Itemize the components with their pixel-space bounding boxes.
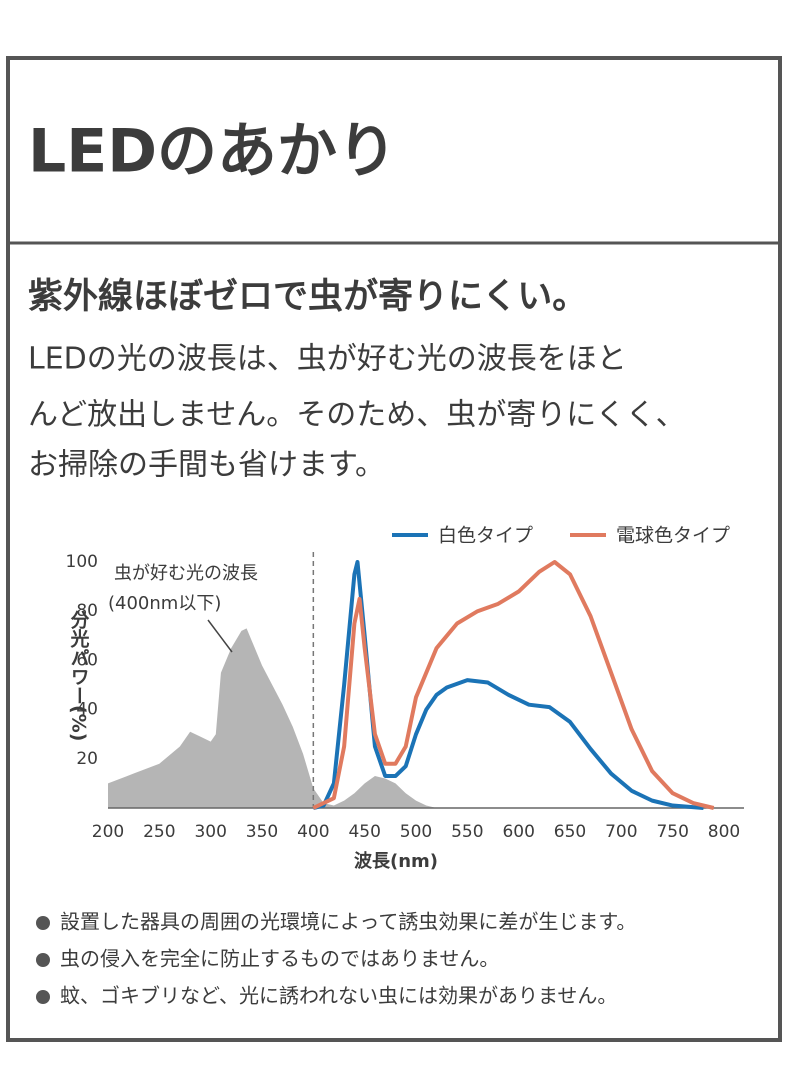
x-tick-label: 650 [554,822,586,842]
x-tick-label: 200 [92,822,124,842]
bullet [36,990,50,1004]
x-tick-label: 800 [708,822,740,842]
chart: 20 40 60 80 100 200 250 300 350 400 450 500 550 600 65… [66,525,744,872]
bullet [36,916,50,930]
y-axis-label: 分光パワー(%) [68,610,91,742]
annotation: (400nm以下) [108,593,221,614]
frame [6,56,782,1042]
x-tick-label: 750 [656,822,688,842]
body-line: んど放出しません。そのため、虫が寄りにくく、 [28,398,686,433]
x-tick-label: 550 [451,822,483,842]
note: 虫の侵入を完全に防止するものではありません。 [60,947,499,971]
y-tick-label: 80 [76,601,98,621]
body-line: お掃除の手間も省けます。 [28,448,385,483]
y-tick-label: 40 [76,700,98,720]
y-tick-label: 60 [76,650,98,670]
reference-area [108,628,437,808]
x-tick-label: 600 [502,822,534,842]
notes: 設置した器具の周囲の光環境によって誘虫効果に差が生じます。虫の侵入を完全に防止す… [36,910,636,1008]
x-tick-label: 250 [143,822,175,842]
legend-label: 白色タイプ [438,525,533,547]
body-line: LEDの光の波長は、虫が好む光の波長をほと [28,342,627,377]
title: LEDのあかり [28,117,397,187]
bullet [36,953,50,967]
annotation: 虫が好む光の波長 [114,563,258,584]
series-line [312,560,704,810]
x-tick-label: 350 [246,822,278,842]
annotation-leader [207,619,233,653]
y-tick-label: 20 [76,749,98,769]
x-tick-label: 500 [400,822,432,842]
x-tick-label: 400 [297,822,329,842]
x-axis-label: 波長(nm) [354,850,438,872]
note: 設置した器具の周囲の光環境によって誘虫効果に差が生じます。 [60,910,636,934]
note: 蚊、ゴキブリなど、光に誘われない虫には効果がありません。 [60,984,617,1008]
x-tick-label: 450 [348,822,380,842]
x-tick-label: 300 [194,822,226,842]
legend-label: 電球色タイプ [616,525,730,547]
heading: 紫外線ほぼゼロで虫が寄りにくい。 [28,277,587,317]
series-line [312,560,715,810]
y-tick-label: 100 [66,552,98,572]
x-tick-label: 700 [605,822,637,842]
